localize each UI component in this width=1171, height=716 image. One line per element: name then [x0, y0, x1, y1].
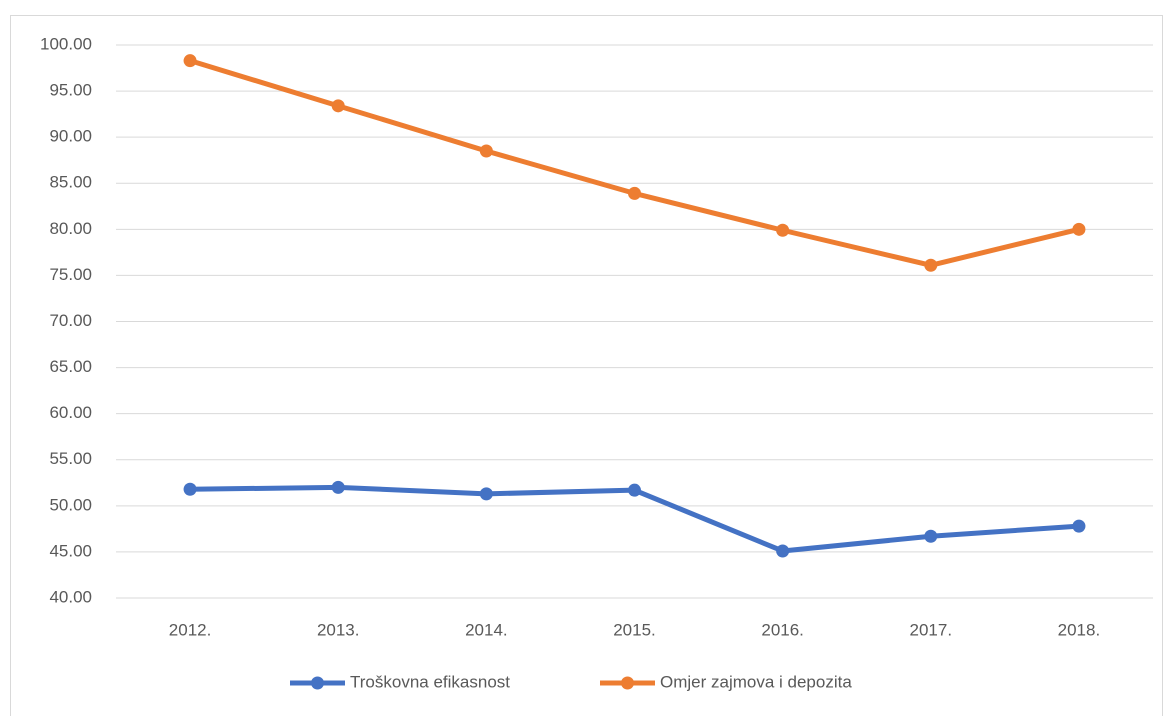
- data-point: [776, 223, 790, 237]
- data-point: [628, 186, 641, 200]
- x-tick-label: 2017.: [910, 620, 953, 639]
- data-point: [776, 544, 790, 558]
- data-point: [924, 529, 938, 543]
- y-tick-label: 95.00: [49, 81, 92, 100]
- y-tick-label: 60.00: [49, 403, 92, 422]
- data-point: [479, 144, 493, 158]
- legend-marker: [621, 676, 634, 690]
- y-tick-label: 100.00: [40, 34, 92, 53]
- x-tick-label: 2015.: [613, 620, 656, 639]
- y-tick-label: 85.00: [49, 173, 92, 192]
- y-tick-label: 50.00: [49, 495, 92, 514]
- y-tick-label: 65.00: [49, 357, 92, 376]
- y-tick-label: 90.00: [49, 127, 92, 146]
- y-tick-label: 80.00: [49, 219, 92, 238]
- chart-border: [10, 15, 1163, 716]
- data-point: [1072, 222, 1086, 236]
- data-point: [628, 483, 641, 497]
- legend-label: Troškovna efikasnost: [350, 672, 510, 691]
- data-point: [1072, 519, 1086, 533]
- x-tick-label: 2016.: [761, 620, 804, 639]
- x-tick-label: 2012.: [169, 620, 212, 639]
- data-point: [331, 99, 345, 113]
- y-tick-label: 40.00: [49, 587, 92, 606]
- y-tick-label: 55.00: [49, 449, 92, 468]
- data-point: [924, 258, 938, 272]
- data-point: [183, 482, 197, 496]
- y-tick-label: 70.00: [49, 311, 92, 330]
- data-point: [331, 480, 345, 494]
- x-tick-label: 2018.: [1058, 620, 1101, 639]
- x-tick-label: 2013.: [317, 620, 360, 639]
- legend-marker: [311, 676, 324, 690]
- x-tick-label: 2014.: [465, 620, 508, 639]
- y-tick-label: 45.00: [49, 541, 92, 560]
- data-point: [479, 487, 493, 501]
- y-tick-label: 75.00: [49, 265, 92, 284]
- data-point: [183, 54, 197, 68]
- legend-label: Omjer zajmova i depozita: [660, 672, 852, 691]
